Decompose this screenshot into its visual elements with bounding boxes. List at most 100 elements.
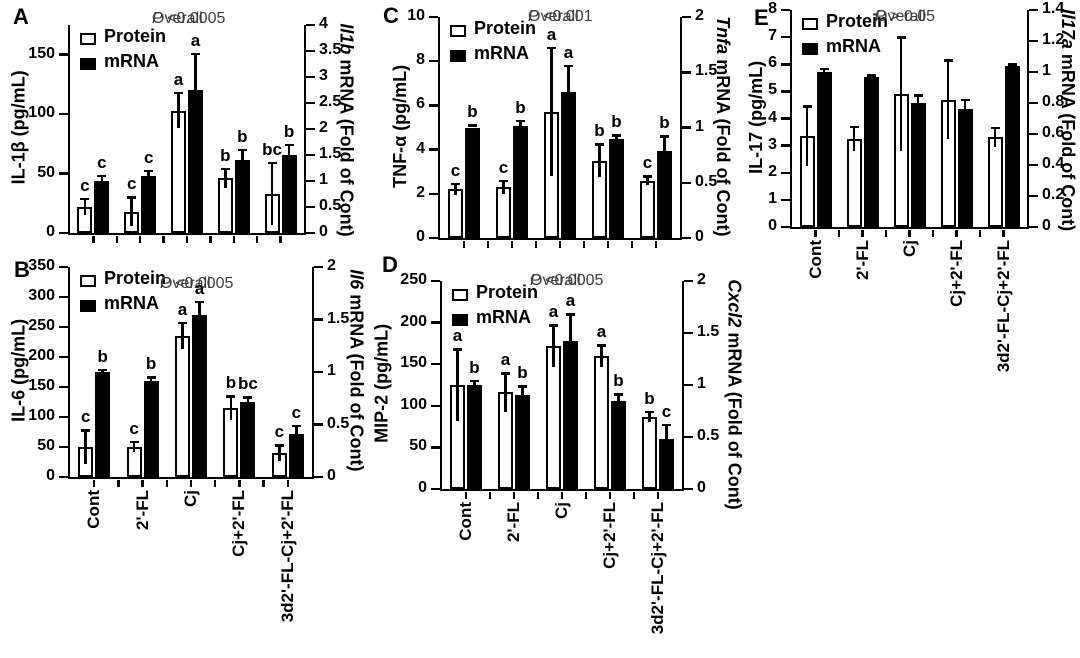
- error-bar: [600, 345, 603, 367]
- y2-axis-tick: [314, 370, 323, 374]
- error-bar: [229, 396, 233, 420]
- y-axis-tick-label: 50: [37, 163, 55, 181]
- y2-axis-tick-label: 1: [1042, 62, 1051, 79]
- error-bar: [916, 95, 920, 103]
- legend-label: mRNA: [474, 43, 530, 63]
- significance-letter: a: [177, 299, 188, 319]
- error-bar-cap: [499, 179, 508, 183]
- error-bar: [295, 425, 298, 434]
- y-axis-tick: [431, 362, 440, 366]
- error-bar-cap: [267, 161, 277, 165]
- error-bar-cap: [1007, 63, 1017, 66]
- panel-letter: B: [14, 257, 30, 282]
- x-tick-label: Cont: [805, 240, 825, 279]
- y2-axis-tick: [684, 435, 693, 439]
- legend-label: mRNA: [826, 36, 882, 56]
- y2-axis-tick: [1029, 225, 1038, 229]
- significance-letter: b: [644, 388, 655, 408]
- error-bar-cap: [226, 395, 236, 398]
- error-bar: [194, 53, 197, 90]
- y-axis-tick-label: 7: [768, 27, 777, 45]
- y2-axis-tick-label: 0: [319, 223, 328, 240]
- y-axis-tick-label: 10: [407, 7, 425, 24]
- significance-letter: c: [498, 157, 509, 177]
- x-axis-tick: [558, 241, 562, 248]
- y2-axis-tick: [1029, 194, 1038, 198]
- protein-bar: [546, 345, 561, 489]
- y-axis-tick: [781, 171, 790, 174]
- significance-letter: b: [515, 97, 526, 117]
- x-tick-label: 3d2'-FL-Cj+2'-FL: [648, 502, 667, 635]
- x-tick-label: Cont: [84, 490, 104, 529]
- significance-letter: b: [659, 113, 670, 133]
- error-bar: [198, 301, 201, 316]
- x-axis-tick: [255, 236, 259, 243]
- significance-letter: b: [517, 363, 528, 383]
- y-axis-tick-label: 250: [400, 271, 427, 288]
- x-axis-tick: [978, 230, 982, 237]
- y2-axis-tick-label: 2.5: [319, 93, 342, 110]
- error-bar-cap: [990, 126, 1000, 130]
- error-bar: [852, 126, 856, 152]
- protein-bar: [987, 137, 1003, 227]
- y-axis-tick-label: 100: [400, 395, 427, 413]
- x-axis-tick: [512, 492, 516, 499]
- significance-letter: a: [452, 326, 463, 346]
- mrna-bar: [94, 181, 110, 233]
- left-axis-label: IL-17 (pg/mL): [745, 60, 766, 174]
- error-bar: [147, 170, 150, 176]
- error-bar-cap: [451, 182, 460, 186]
- error-bar-cap: [819, 67, 829, 71]
- y2-axis-tick-label: 1.5: [697, 323, 720, 340]
- x-tick-label: 2'-FL: [504, 502, 523, 542]
- overall-label: Overall: [528, 8, 579, 25]
- x-axis-tick: [209, 236, 212, 243]
- x-axis-tick: [488, 492, 492, 499]
- y2-axis-tick-label: 1.5: [695, 62, 718, 80]
- legend-label: Protein: [104, 268, 167, 288]
- y2-axis-tick: [682, 71, 691, 74]
- y2-axis-tick: [1029, 101, 1038, 105]
- error-bar-cap: [913, 94, 923, 97]
- right-axis-label: Cxcl2 mRNA (Fold of Cont): [724, 279, 745, 510]
- y2-axis-tick: [314, 423, 323, 426]
- y2-axis-tick: [684, 383, 693, 387]
- y-axis-tick-label: 50: [37, 437, 55, 454]
- error-bar-cap: [178, 321, 187, 325]
- y-axis-tick: [781, 8, 790, 12]
- x-tick-label: Cj: [552, 502, 571, 519]
- mrna-bar: [143, 381, 159, 477]
- y2-axis-tick: [682, 15, 691, 19]
- significance-letter: b: [594, 121, 605, 141]
- y2-axis-tick: [684, 279, 693, 283]
- y-axis-tick-label: 3: [768, 135, 777, 153]
- y-axis-tick-label: 4: [768, 108, 777, 126]
- y2-axis-tick-label: 1: [695, 117, 704, 135]
- panel-letter: E: [754, 5, 769, 30]
- error-bar-cap: [174, 91, 183, 95]
- panel-letter: A: [13, 4, 29, 29]
- y-axis-tick: [781, 225, 790, 229]
- mrna-bar: [563, 341, 578, 489]
- error-bar-cap: [501, 372, 510, 375]
- error-bar: [502, 180, 505, 194]
- panel-letter: C: [383, 3, 399, 28]
- error-bar: [100, 175, 104, 181]
- y2-axis-tick-label: 0.4: [1042, 155, 1065, 172]
- mrna-bar: [467, 385, 482, 489]
- overall-p-value: P <0.0005: [530, 272, 604, 289]
- y2-axis-tick-label: 2: [697, 271, 706, 288]
- error-bar: [648, 411, 651, 422]
- y2-axis-tick-label: 4: [319, 15, 328, 32]
- mrna-bar: [188, 90, 203, 233]
- error-bar: [84, 430, 87, 464]
- error-bar-cap: [274, 444, 284, 447]
- significance-letter: c: [143, 147, 154, 167]
- y-axis-tick-label: 2: [768, 162, 777, 180]
- x-axis-tick: [510, 241, 514, 248]
- error-bar: [646, 176, 649, 185]
- error-bar-cap: [516, 119, 525, 123]
- legend-swatch-protein: [802, 18, 818, 30]
- error-bar: [615, 135, 618, 139]
